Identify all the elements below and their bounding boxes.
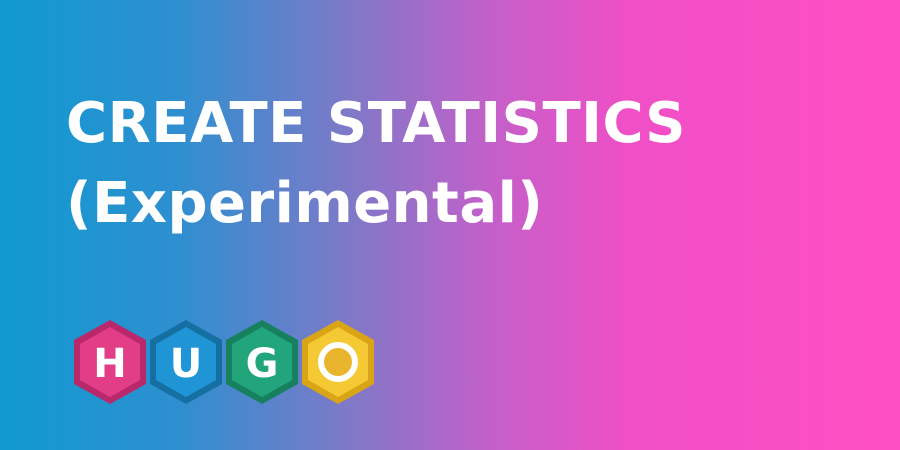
title-line-2: (Experimental) (66, 171, 544, 236)
hugo-logo-svg: H U G O (74, 320, 374, 404)
hugo-logo-hex-g: G (226, 320, 298, 404)
hex-h-letter: H (93, 341, 126, 387)
hex-g-letter: G (246, 341, 279, 387)
title-line-1: CREATE STATISTICS (66, 91, 686, 156)
hugo-logo-hex-h: H (74, 320, 146, 404)
hex-o-ring (318, 342, 358, 382)
hex-h-fill (80, 327, 140, 397)
hugo-logo-hex-o: O (302, 320, 374, 404)
banner-title: CREATE STATISTICS (Experimental) (66, 84, 866, 244)
hex-u-fill (156, 327, 216, 397)
hugo-logo: H U G O (70, 318, 390, 408)
hex-u-letter: U (170, 341, 202, 387)
hex-g-fill (232, 327, 292, 397)
hugo-logo-hex-u: U (150, 320, 222, 404)
